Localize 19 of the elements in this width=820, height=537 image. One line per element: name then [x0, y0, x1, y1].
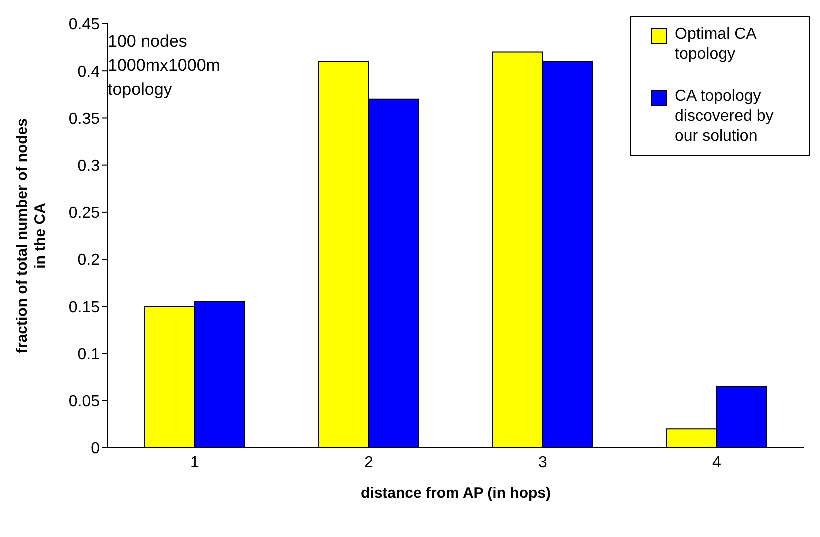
- y-tick-label: 0: [91, 440, 100, 458]
- x-axis-title: distance from AP (in hops): [360, 485, 552, 502]
- x-tick-label: 1: [190, 454, 200, 472]
- y-tick-label: 0.25: [68, 205, 100, 222]
- annotation: 100 nodes 1000mx1000m topology: [108, 31, 220, 101]
- x-tick-label: 4: [712, 454, 722, 472]
- legend-label: CA topology discovered by our solution: [675, 87, 775, 147]
- x-tick-label: 3: [538, 454, 548, 472]
- y-tick-label: 0.1: [78, 346, 100, 364]
- y-tick-label: 0.05: [68, 394, 100, 411]
- y-tick-label: 0.15: [68, 299, 100, 316]
- legend-label: Optimal CA topology: [675, 25, 758, 65]
- y-tick-label: 0.4: [78, 64, 100, 81]
- y-axis-title: fraction of total number of nodes in the CA: [14, 118, 49, 354]
- y-tick-label: 0.3: [78, 158, 100, 176]
- y-tick-label: 0.45: [68, 16, 100, 34]
- y-tick-label: 0.2: [78, 252, 100, 270]
- y-tick-label: 0.35: [68, 110, 100, 128]
- x-tick-label: 2: [364, 454, 374, 472]
